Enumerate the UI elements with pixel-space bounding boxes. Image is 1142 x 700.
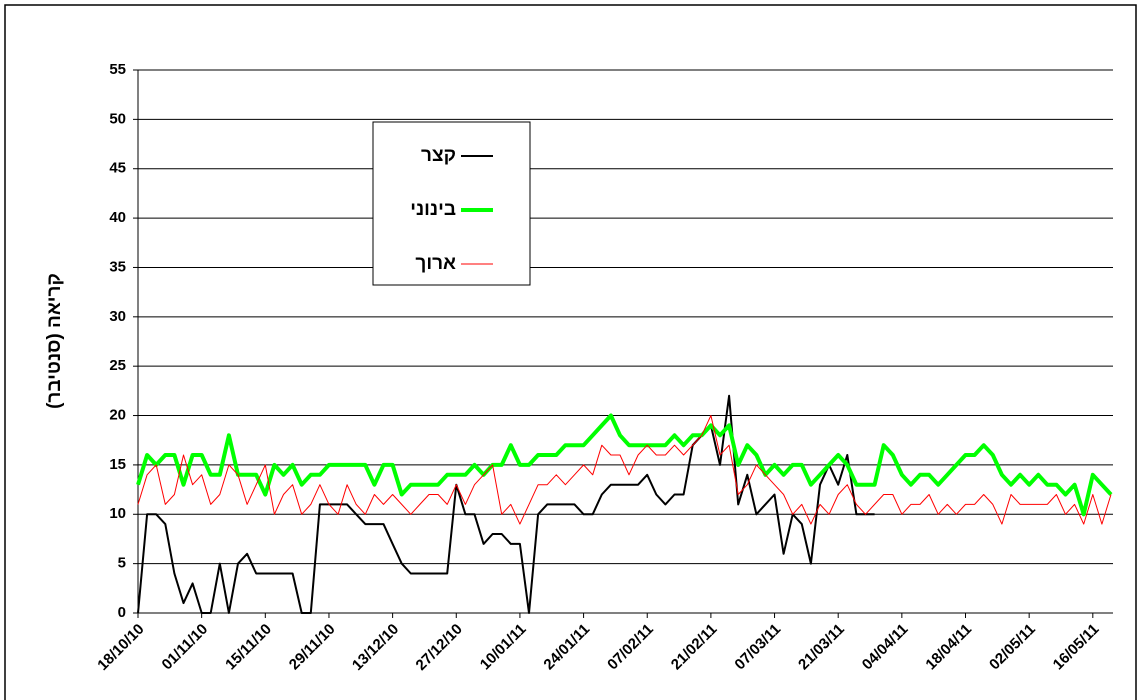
y-tick-label: 0 [118,604,126,621]
y-tick-label: 45 [109,160,126,177]
y-tick-label: 15 [109,456,126,473]
y-tick-label: 30 [109,308,126,325]
y-tick-label: 10 [109,505,126,522]
legend: קצר בינוני ארוך [372,121,531,286]
y-tick-label: 35 [109,258,126,275]
series-line [136,413,1113,517]
legend-box [372,121,531,286]
chart-frame [4,4,1137,700]
y-tick-label: 50 [109,110,126,127]
y-tick-label: 55 [109,61,126,78]
series-line [137,415,1112,525]
legend-label: קצר [421,145,456,166]
y-tick-label: 25 [109,357,126,374]
legend-label: בינוני [410,199,456,220]
series-line [137,394,875,614]
y-tick-label: 40 [109,209,126,226]
y-tick-label: 20 [109,407,126,424]
y-tick-label: 5 [118,555,126,572]
legend-label: ארוך [415,253,456,274]
y-axis-title: קריאה (סנטיבר) [44,273,65,409]
